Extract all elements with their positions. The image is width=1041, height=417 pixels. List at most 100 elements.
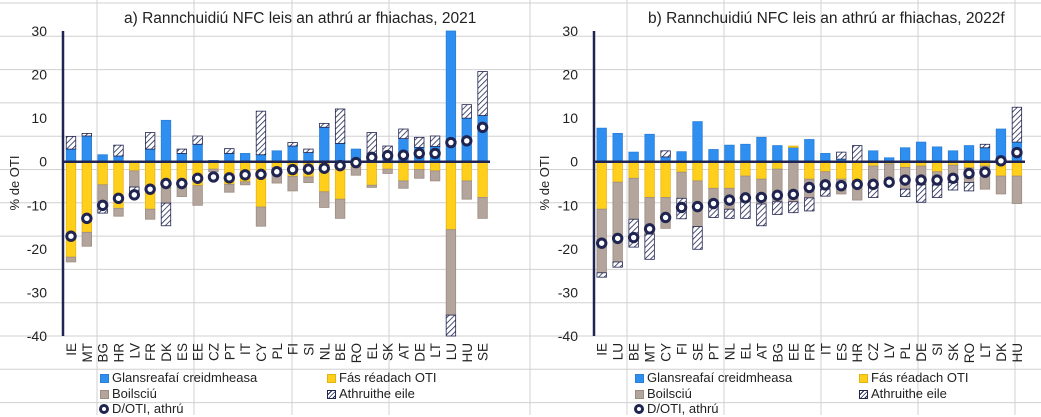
y-tick-label: -20 xyxy=(27,241,47,257)
legend-swatch-brown-icon xyxy=(100,389,109,399)
bar-segment-other-changes xyxy=(644,233,655,260)
bar-segment-other-changes xyxy=(852,145,863,163)
bar-segment-other-changes xyxy=(319,122,330,128)
debt-change-marker xyxy=(643,223,656,235)
bar-segment-inflation xyxy=(113,207,124,217)
bar-segment-other-changes xyxy=(899,188,911,197)
x-tick-label: AT xyxy=(396,343,411,359)
y-tick-label: 10 xyxy=(31,110,47,126)
x-tick-label: NL xyxy=(722,343,737,361)
legend-item-inflation: Boilsciú xyxy=(100,386,157,402)
bar-segment-other-changes xyxy=(144,132,156,150)
bar-segment-other-changes xyxy=(724,208,735,219)
bar-segment-other-changes xyxy=(287,142,298,147)
x-tick-label: SE xyxy=(691,343,706,361)
debt-change-marker xyxy=(318,162,330,174)
debt-change-marker xyxy=(445,136,457,149)
x-tick-label: SK xyxy=(381,343,396,361)
bar-segment-other-changes xyxy=(836,151,847,160)
chart-a-ylabel: % de OTI xyxy=(7,156,22,211)
bar-segment-real-gdp-growth xyxy=(429,161,441,172)
bar-segment-other-changes xyxy=(612,261,623,268)
legend-item-credit-flows: Glansreafaí creidmheasa xyxy=(100,370,257,386)
chart-a: a) Rannchuidiú NFC leis an athrú ar fhia… xyxy=(7,10,491,363)
bar-segment-real-gdp-growth xyxy=(65,161,77,258)
bar-segment-credit-flows xyxy=(804,139,815,163)
x-tick-label: BE xyxy=(627,343,642,361)
y-tick-label: 0 xyxy=(39,154,47,170)
y-tick-label: 30 xyxy=(31,23,47,39)
bar-segment-credit-flows xyxy=(963,145,975,163)
bar-segment-other-changes xyxy=(160,202,172,227)
bar-segment-other-changes xyxy=(224,148,235,154)
debt-change-marker xyxy=(819,179,831,191)
debt-change-marker xyxy=(81,212,93,225)
y-tick-label: 30 xyxy=(562,23,578,39)
bar-segment-inflation xyxy=(319,191,330,208)
x-tick-label: SI xyxy=(930,343,945,356)
debt-change-marker xyxy=(191,172,204,184)
x-tick-label: SK xyxy=(946,343,961,361)
bar-segment-credit-flows xyxy=(612,132,623,163)
legend-item-real-gdp-growth: Fás réadach OTI xyxy=(859,370,969,386)
y-tick-label: 20 xyxy=(31,67,47,83)
x-tick-label: RO xyxy=(962,343,977,363)
bar-segment-other-changes xyxy=(334,108,346,144)
x-tick-label: HR xyxy=(850,343,865,363)
chart-a-markers xyxy=(65,121,489,242)
x-tick-label: ES xyxy=(175,343,190,361)
debt-change-marker xyxy=(691,200,704,213)
bar-segment-inflation xyxy=(144,208,156,220)
bar-segment-other-changes xyxy=(429,135,441,147)
x-tick-label: FI xyxy=(286,343,301,355)
bar-segment-real-gdp-growth xyxy=(836,161,847,180)
bar-segment-real-gdp-growth xyxy=(461,161,472,182)
bar-segment-inflation xyxy=(612,181,623,263)
bar-segment-other-changes xyxy=(398,128,409,140)
legend-label: Boilsciú xyxy=(112,386,157,401)
y-tick-label: -30 xyxy=(558,284,578,300)
bar-segment-inflation xyxy=(303,176,314,184)
legend-label: Athruithe eile xyxy=(339,386,415,401)
bar-segment-real-gdp-growth xyxy=(398,161,409,182)
x-tick-label: SE xyxy=(476,343,491,361)
bar-segment-other-changes xyxy=(255,110,267,156)
bar-segment-other-changes xyxy=(596,272,607,278)
legend-label: Fás réadach OTI xyxy=(871,370,969,385)
debt-change-marker xyxy=(302,163,315,175)
x-tick-label: LV xyxy=(882,343,897,359)
debt-change-marker xyxy=(963,167,975,180)
bar-segment-credit-flows xyxy=(271,150,282,163)
bar-segment-inflation xyxy=(81,231,92,247)
bar-segment-other-changes xyxy=(804,197,815,212)
bar-segment-other-changes xyxy=(788,201,799,214)
bar-segment-real-gdp-growth xyxy=(596,161,607,210)
y-tick-label: -10 xyxy=(558,197,578,213)
bar-segment-other-changes xyxy=(772,201,783,215)
bar-segment-real-gdp-growth xyxy=(931,161,943,173)
debt-change-marker xyxy=(851,178,863,191)
x-tick-label: DK xyxy=(994,343,1009,362)
y-tick-label: -20 xyxy=(558,241,578,257)
bar-segment-inflation xyxy=(255,206,267,227)
x-tick-label: IE xyxy=(595,343,610,356)
debt-change-marker xyxy=(739,192,752,204)
chart-b-ylabel: % de OTI xyxy=(537,156,552,211)
bar-segment-inflation xyxy=(676,171,687,199)
debt-change-marker xyxy=(96,199,109,211)
bar-segment-other-changes xyxy=(931,184,943,198)
bar-segment-credit-flows xyxy=(287,145,298,163)
legend-swatch-hatch-icon xyxy=(327,389,336,399)
bar-segment-other-changes xyxy=(445,314,457,337)
bar-segment-real-gdp-growth xyxy=(1011,161,1023,177)
x-tick-label: ES xyxy=(834,343,849,361)
legend-item-other-changes: Athruithe eile xyxy=(859,386,947,402)
debt-change-marker xyxy=(835,179,847,192)
x-tick-label: LV xyxy=(127,343,142,359)
x-tick-label: BE xyxy=(333,343,348,361)
x-tick-label: FR xyxy=(143,343,158,361)
debt-change-marker xyxy=(723,194,736,206)
chart-b-y-axis-ticks: 30 20 10 0 -10 -20 -30 -40 xyxy=(558,23,578,344)
x-tick-label: BG xyxy=(770,343,785,363)
x-tick-label: BG xyxy=(96,343,111,363)
